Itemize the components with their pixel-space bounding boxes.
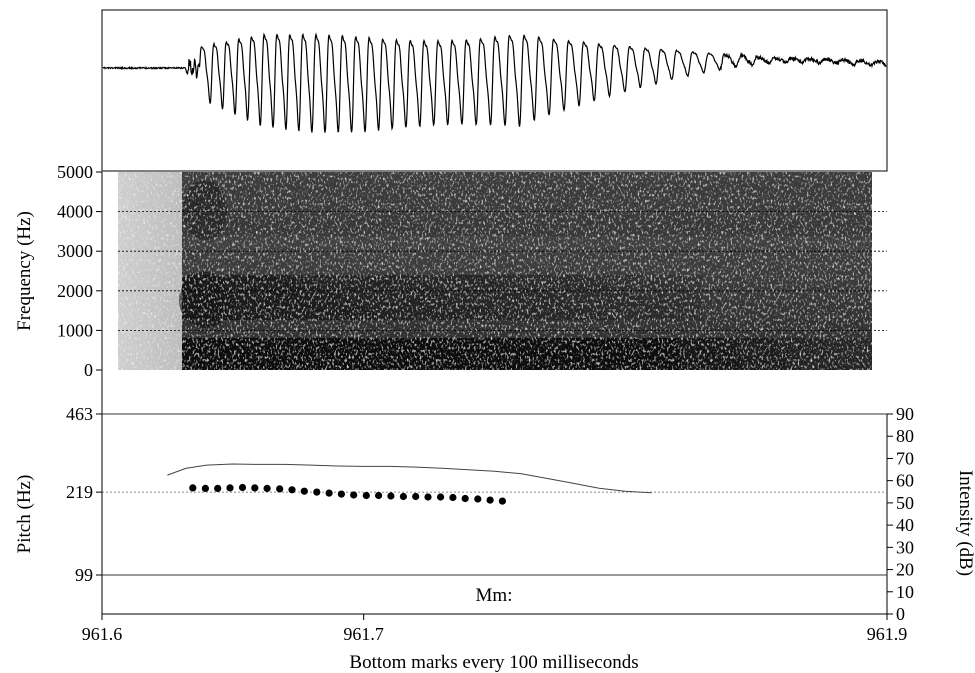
frequency-tick-label: 3000	[57, 241, 93, 261]
pitch-point	[486, 496, 494, 504]
intensity-axis-label: Intensity (dB)	[955, 470, 975, 576]
pitch-point	[226, 484, 234, 492]
pitch-tick-label: 463	[66, 404, 93, 424]
intensity-tick-label: 20	[896, 560, 914, 580]
time-tick-label: 961.9	[867, 624, 908, 644]
pitch-point	[201, 484, 209, 492]
segment-annotation: Mm:	[476, 585, 513, 606]
frequency-tick-label: 1000	[57, 320, 93, 340]
intensity-tick-label: 40	[896, 515, 914, 535]
pitch-point	[337, 490, 345, 498]
intensity-curve	[167, 463, 652, 494]
pitch-tick-label: 219	[66, 482, 93, 502]
pitch-point	[251, 484, 259, 492]
frequency-tick-label: 4000	[57, 202, 93, 222]
frequency-tick-label: 0	[84, 360, 93, 380]
pitch-point	[263, 484, 271, 492]
intensity-tick-label: 70	[896, 448, 914, 468]
pitch-point	[214, 484, 222, 492]
pitch-point	[276, 485, 284, 493]
pitch-point	[412, 492, 420, 501]
intensity-tick-label: 10	[896, 582, 914, 602]
pitch-axis-label: Pitch (Hz)	[14, 475, 35, 554]
pitch-point	[449, 493, 457, 502]
pitch-reference-lines	[102, 413, 887, 576]
pitch-point	[498, 497, 506, 505]
pitch-point	[313, 488, 321, 496]
pitch-point	[474, 495, 482, 503]
pitch-point	[238, 483, 247, 492]
frequency-axis-label: Frequency (Hz)	[14, 211, 35, 331]
pitch-points	[189, 483, 506, 505]
intensity-tick-label: 30	[896, 537, 914, 557]
intensity-tick-label: 60	[896, 471, 914, 491]
pitch-point	[387, 492, 395, 500]
pitch-point	[325, 489, 333, 497]
frequency-ticks: 0 1000 2000 3000 4000 5000	[57, 162, 102, 380]
waveform-frame	[101, 9, 888, 172]
pitch-point	[189, 484, 197, 492]
spectrogram-grid	[118, 211, 887, 331]
frequency-tick-label: 2000	[57, 281, 93, 301]
frequency-tick-label: 5000	[57, 162, 93, 182]
pitch-point	[362, 491, 370, 500]
pitch-point	[375, 491, 383, 500]
intensity-tick-label: 80	[896, 426, 914, 446]
pitch-point	[424, 493, 432, 501]
time-ticks: 961.6 961.7 961.9	[82, 614, 908, 644]
pitch-ticks: 99 219 463	[66, 404, 102, 585]
pitch-point	[461, 494, 469, 503]
waveform-line	[102, 32, 887, 133]
pitch-point	[300, 487, 308, 495]
pitch-point	[437, 493, 445, 501]
intensity-tick-label: 90	[896, 404, 914, 424]
waveform-panel	[101, 9, 888, 172]
intensity-tick-label: 50	[896, 493, 914, 513]
time-tick-label: 961.7	[343, 624, 384, 644]
pitch-tick-label: 99	[75, 565, 93, 585]
pitch-point	[288, 486, 296, 494]
intensity-tick-label: 0	[896, 604, 905, 624]
time-tick-label: 961.6	[82, 624, 123, 644]
pitch-point	[350, 491, 358, 499]
spectrogram-panel: 0 1000 2000 3000 4000 5000 Frequency (Hz)	[14, 162, 887, 380]
time-axis-label: Bottom marks every 100 milliseconds	[349, 652, 638, 673]
pitch-point	[399, 492, 407, 501]
